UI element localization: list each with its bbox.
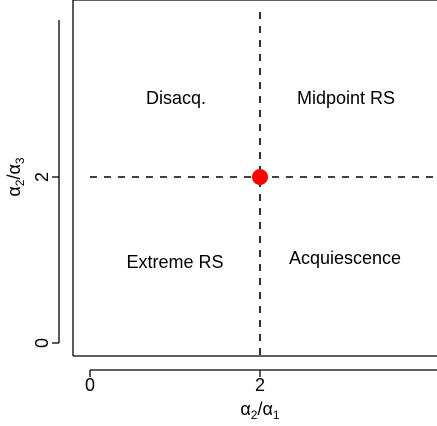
quadrant-label-bottom-left: Extreme RS [126, 252, 223, 272]
x-tick-label-2: 2 [255, 375, 265, 395]
quadrant-label-top-right: Midpoint RS [297, 88, 395, 108]
y-axis: 0 2 α2/α3 [4, 20, 60, 348]
x-axis: 0 2 α2/α1 [85, 369, 437, 422]
y-tick-label-0: 0 [32, 338, 52, 348]
center-point [252, 169, 268, 185]
y-axis-label: α2/α3 [4, 157, 27, 197]
x-axis-label: α2/α1 [240, 399, 280, 422]
y-tick-label-2: 2 [32, 172, 52, 182]
x-tick-label-0: 0 [85, 375, 95, 395]
quadrant-label-top-left: Disacq. [146, 88, 206, 108]
quadrant-label-bottom-right: Acquiescence [289, 248, 401, 268]
plot-frame [72, 0, 437, 357]
